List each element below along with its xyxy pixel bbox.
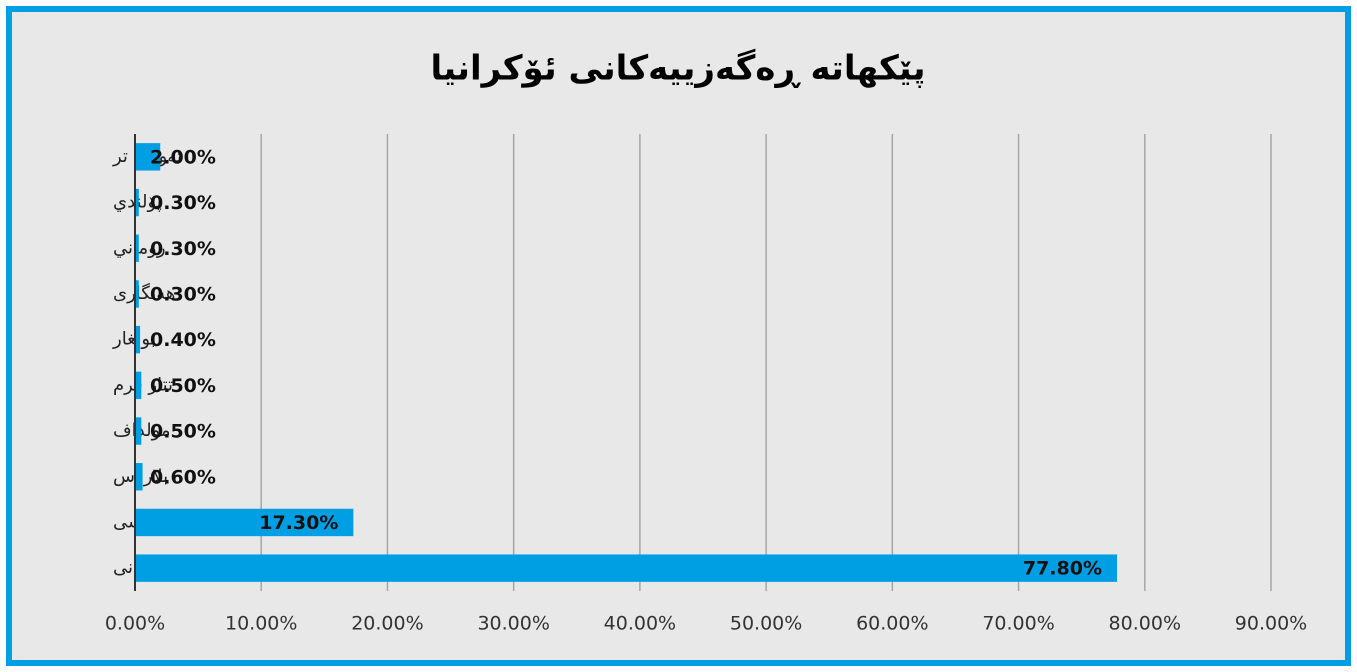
x-tick-label: 90.00% <box>1235 613 1307 635</box>
x-tick-label: 60.00% <box>856 613 928 635</box>
y-tick-label: مولداف <box>113 420 171 441</box>
bar <box>135 554 1118 582</box>
value-label: 2.00% <box>150 146 216 168</box>
x-tick-label: 30.00% <box>477 613 549 635</box>
y-tick-label: تتار قرم <box>113 374 173 395</box>
bar <box>135 143 161 171</box>
bar <box>135 280 139 308</box>
value-label: 0.30% <box>150 192 216 214</box>
bar <box>135 371 142 400</box>
value-label: 0.30% <box>150 238 216 260</box>
value-label: 0.60% <box>150 466 216 488</box>
value-label: 0.50% <box>150 375 216 397</box>
x-tick-label: 20.00% <box>351 613 423 635</box>
bar <box>135 508 354 537</box>
x-tick-label: 10.00% <box>225 613 297 635</box>
value-label: 0.30% <box>150 283 216 305</box>
x-tick-label: 80.00% <box>1109 613 1181 635</box>
bar <box>135 463 143 491</box>
bar <box>135 417 142 445</box>
y-tick-label: بولغار <box>112 329 156 350</box>
value-label: 0.40% <box>150 329 216 351</box>
chart-frame <box>6 6 1351 666</box>
x-tick-label: 0.00% <box>105 613 165 635</box>
value-label: 17.30% <box>259 512 338 534</box>
x-tick-label: 50.00% <box>730 613 802 635</box>
x-tick-label: 70.00% <box>982 613 1054 635</box>
y-tick-label: روماني <box>113 237 166 258</box>
x-tick-label: 40.00% <box>604 613 676 635</box>
value-label: 0.50% <box>150 421 216 443</box>
bar <box>135 188 139 217</box>
y-tick-label: هەنگاری <box>113 282 175 304</box>
value-label: 77.80% <box>1023 558 1102 580</box>
bar <box>135 325 141 354</box>
bar <box>135 234 139 262</box>
chart-title: پێکهاتە ڕەگەزییەکانی ئۆکرانیا <box>431 49 926 89</box>
